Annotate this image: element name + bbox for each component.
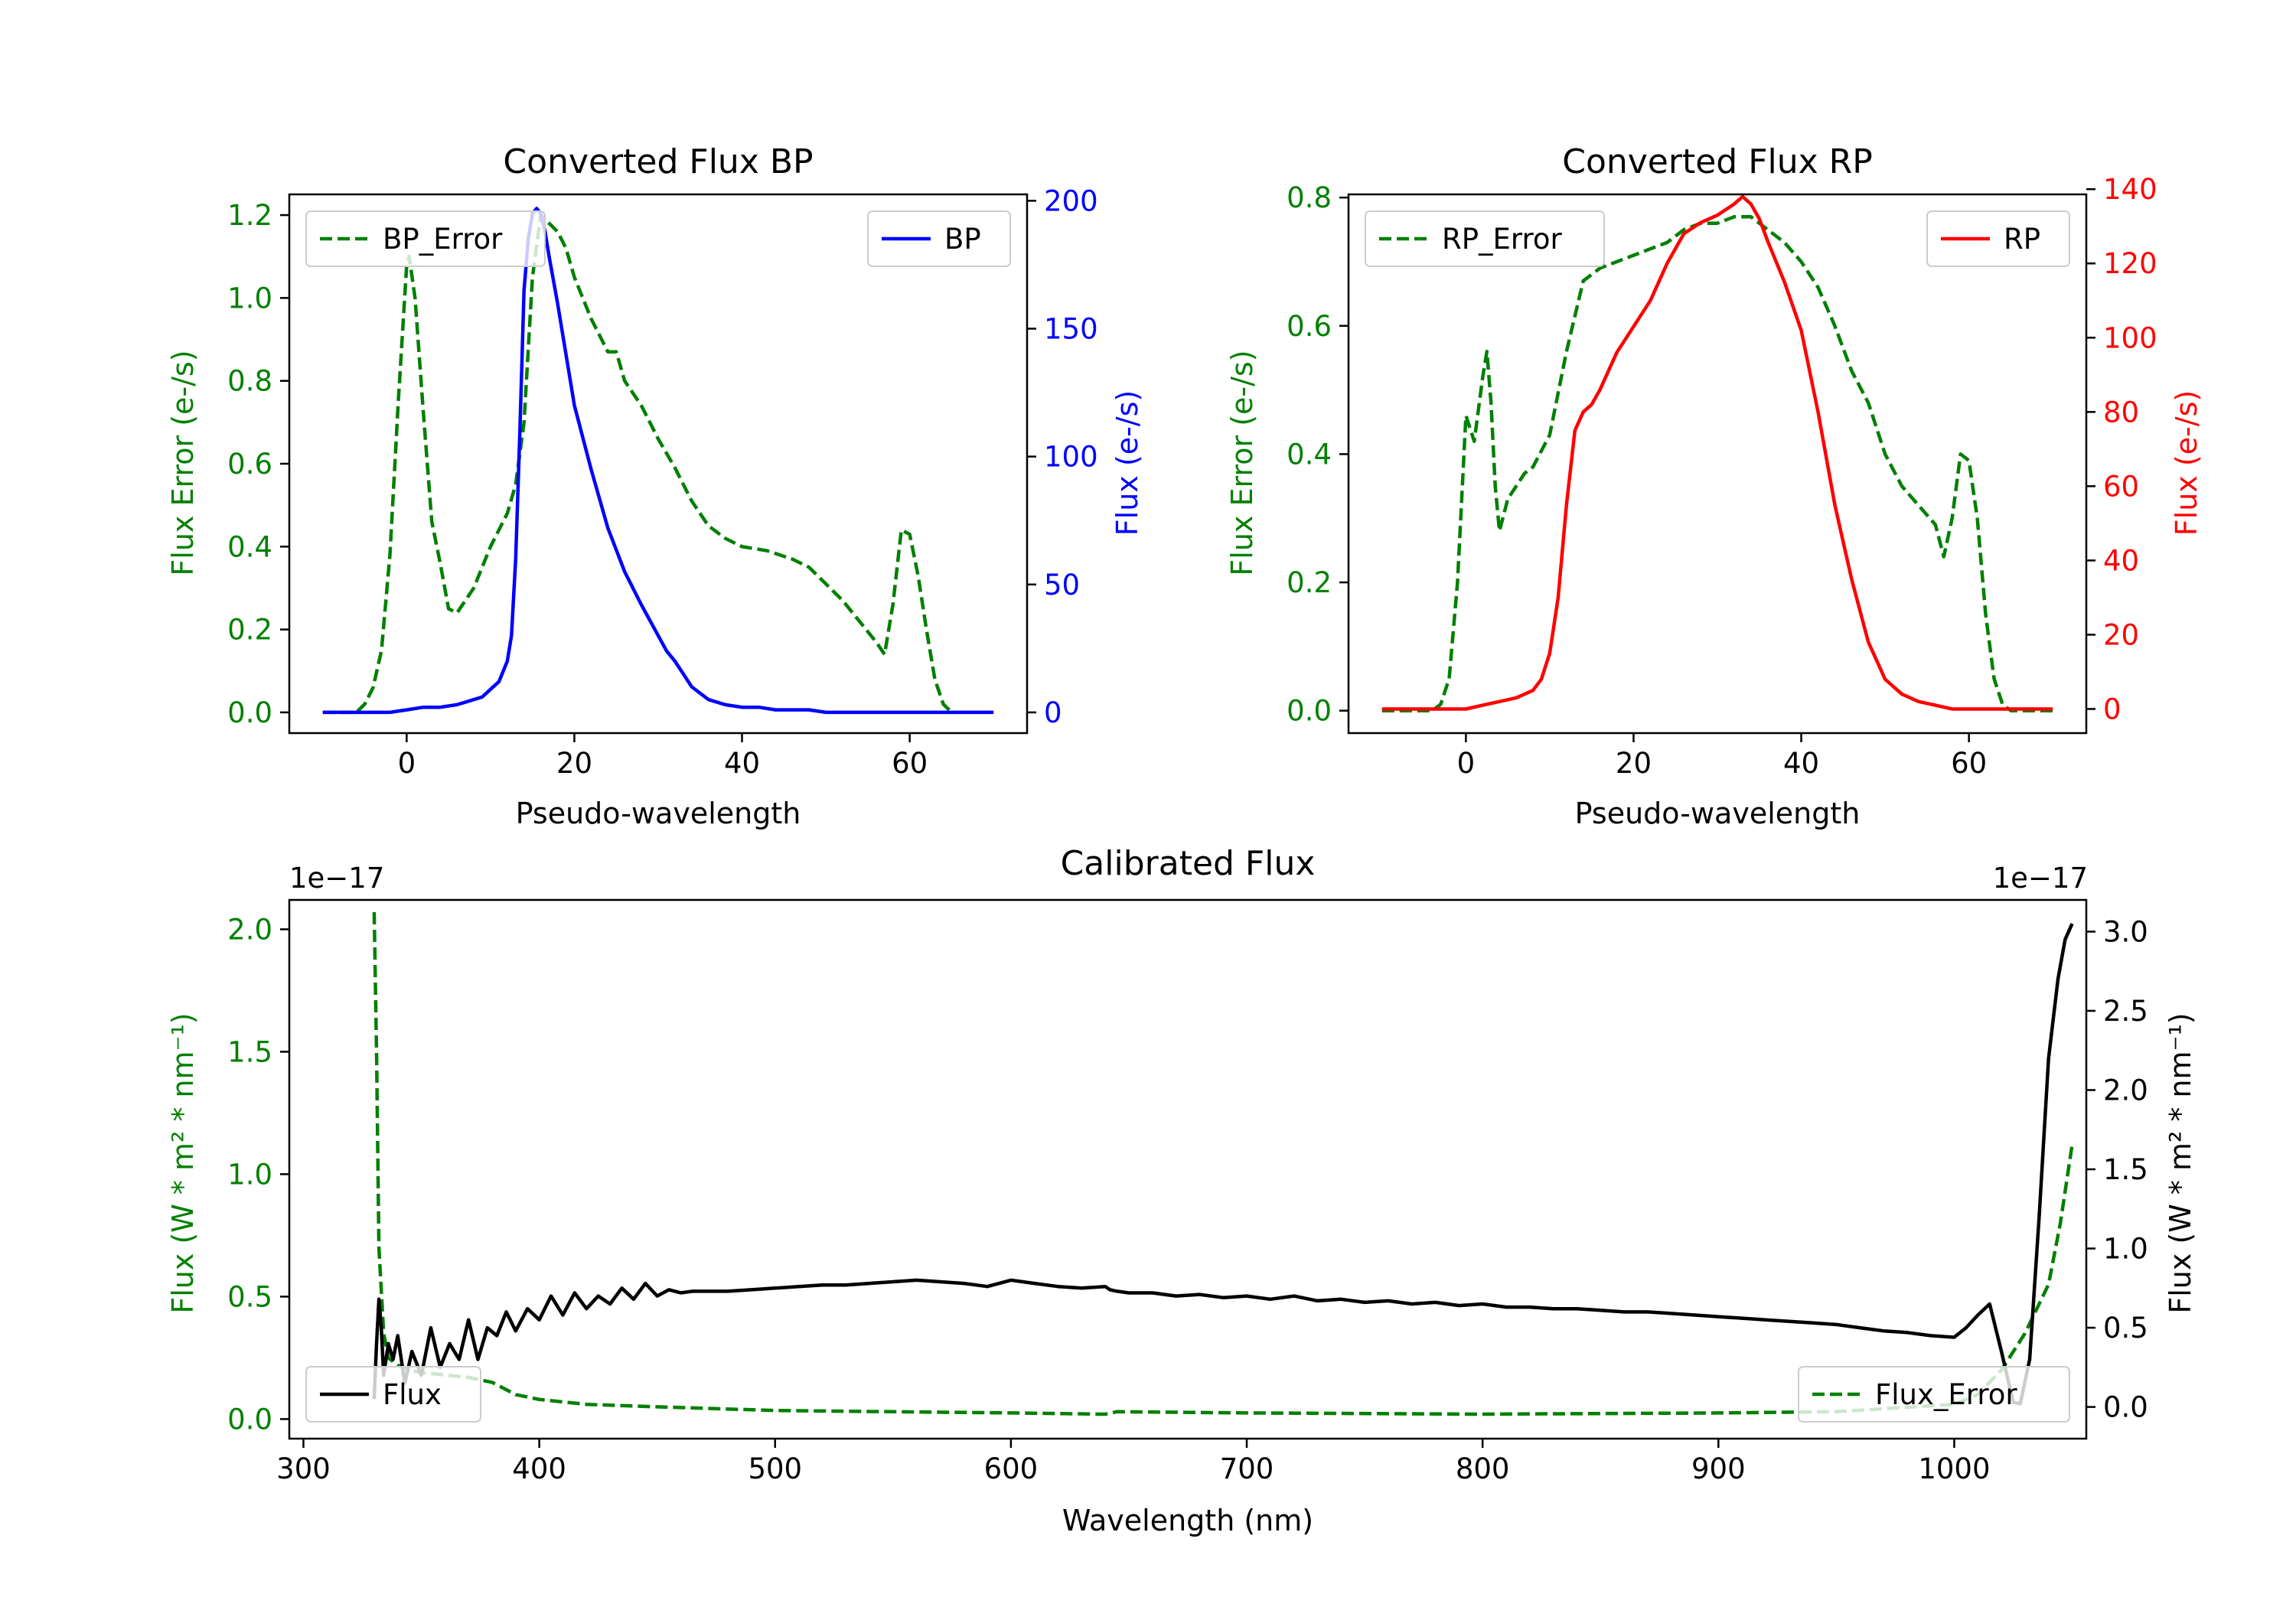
calibrated-xtick-label: 300 (276, 1452, 331, 1485)
calibrated-xtick-label: 500 (748, 1452, 802, 1485)
rp-series-rp (1382, 197, 2053, 709)
panel-bp: Converted Flux BP 0 20 40 60 0.0 0.2 0.4 0.6 0.8… (166, 142, 1144, 830)
rp-ytick-right-label: 20 (2103, 618, 2139, 651)
rp-ylabel-left: Flux Error (e-/s) (1225, 350, 1259, 575)
calibrated-xtick-label: 1000 (1918, 1452, 1990, 1485)
calibrated-ytick-left-label: 0.0 (227, 1403, 272, 1436)
rp-legend-rp-error: RP_Error (1365, 211, 1604, 266)
calibrated-xtick-label: 900 (1691, 1452, 1746, 1485)
bp-ytick-left-label: 0.2 (227, 614, 272, 647)
rp-ytick-left-label: 0.4 (1287, 438, 1332, 471)
bp-ytick-right-label: 0 (1044, 696, 1062, 729)
panel-calibrated: Calibrated Flux 300 400 500 600 700 800 900 100… (166, 844, 2197, 1537)
calibrated-ylabel-right: Flux (W * m² * nm⁻¹) (2164, 1012, 2197, 1313)
rp-ytick-left-label: 0.8 (1287, 181, 1332, 214)
bp-legend-bp-error: BP_Error (306, 211, 545, 266)
calibrated-ytick-right-label: 2.5 (2103, 995, 2148, 1028)
bp-plot-area: 0 20 40 60 0.0 0.2 0.4 0.6 0.8 1.0 1.2 0 50 100 150 200… (227, 184, 1097, 780)
bp-ytick-left-label: 1.2 (227, 199, 272, 232)
calibrated-series-flux-error (374, 912, 2073, 1414)
calibrated-legend-flux: Flux (306, 1367, 481, 1422)
bp-ylabel-right: Flux (e-/s) (1110, 390, 1144, 536)
rp-xtick-label: 60 (1951, 747, 1987, 780)
bp-series-bp-error (323, 215, 952, 712)
rp-xtick-label: 40 (1783, 747, 1819, 780)
calibrated-xtick-label: 800 (1456, 1452, 1510, 1485)
rp-axes-frame (1349, 194, 2086, 733)
calibrated-axes-frame (289, 900, 2086, 1439)
calibrated-ytick-left-label: 1.0 (227, 1158, 272, 1191)
bp-legend-bp: BP (868, 211, 1010, 266)
rp-ytick-right-label: 120 (2103, 247, 2157, 280)
calibrated-xlabel: Wavelength (nm) (1062, 1504, 1313, 1537)
calibrated-ytick-right-label: 1.0 (2103, 1233, 2148, 1266)
bp-title: Converted Flux BP (503, 142, 813, 181)
bp-xtick-label: 60 (892, 747, 928, 780)
calibrated-ytick-right-label: 1.5 (2103, 1153, 2148, 1186)
bp-axes-frame (289, 194, 1027, 733)
legend-label: RP_Error (1442, 223, 1562, 256)
rp-ytick-right-label: 140 (2103, 173, 2157, 206)
calibrated-offset-left: 1e−17 (289, 862, 384, 895)
calibrated-xtick-label: 400 (512, 1452, 566, 1485)
rp-ytick-right-label: 40 (2103, 544, 2139, 577)
calibrated-ytick-left-label: 2.0 (227, 913, 272, 946)
bp-ytick-left-label: 0.6 (227, 448, 272, 481)
bp-xtick-label: 40 (724, 747, 760, 780)
rp-plot-area: 0 20 40 60 0.0 0.2 0.4 0.6 0.8 0 20 40 60 80 100 120 140… (1287, 173, 2157, 780)
bp-series-bp (323, 208, 993, 712)
calibrated-ytick-left-label: 1.5 (227, 1035, 272, 1068)
bp-ytick-right-label: 150 (1044, 312, 1098, 345)
legend-label: BP (944, 223, 981, 256)
bp-ylabel-left: Flux Error (e-/s) (166, 350, 200, 575)
legend-label: RP (2004, 223, 2040, 256)
calibrated-ytick-right-label: 2.0 (2103, 1074, 2148, 1107)
figure-canvas: Converted Flux BP 0 20 40 60 0.0 0.2 0.4 0.6 0.8… (0, 0, 2296, 1607)
rp-ytick-right-label: 0 (2103, 693, 2122, 725)
rp-ytick-right-label: 100 (2103, 321, 2157, 354)
calibrated-ytick-right-label: 3.0 (2103, 915, 2148, 948)
calibrated-ylabel-left: Flux (W * m² * nm⁻¹) (166, 1012, 200, 1313)
bp-ytick-right-label: 200 (1044, 184, 1098, 217)
rp-series-rp-error (1382, 217, 2053, 710)
legend-label: BP_Error (383, 223, 503, 256)
bp-ytick-left-label: 0.8 (227, 365, 272, 398)
calibrated-xtick-label: 700 (1220, 1452, 1274, 1485)
rp-title: Converted Flux RP (1562, 142, 1873, 181)
rp-ytick-right-label: 60 (2103, 470, 2139, 503)
calibrated-offset-right: 1e−17 (1993, 862, 2088, 895)
calibrated-ytick-right-label: 0.5 (2103, 1312, 2148, 1345)
calibrated-ytick-right-label: 0.0 (2103, 1391, 2148, 1424)
rp-ytick-left-label: 0.0 (1287, 695, 1332, 728)
calibrated-plot-area: 300 400 500 600 700 800 900 1000 0.0 0.5 1.0 1.5 2.0… (227, 900, 2148, 1485)
bp-xlabel: Pseudo-wavelength (516, 797, 801, 830)
rp-ylabel-right: Flux (e-/s) (2170, 390, 2203, 536)
bp-ytick-right-label: 50 (1044, 569, 1080, 601)
rp-ytick-left-label: 0.2 (1287, 566, 1332, 599)
rp-xtick-label: 20 (1616, 747, 1652, 780)
rp-xtick-label: 0 (1457, 747, 1476, 780)
bp-ytick-left-label: 0.4 (227, 530, 272, 563)
rp-legend-rp: RP (1927, 211, 2069, 266)
bp-ytick-right-label: 100 (1044, 441, 1098, 474)
bp-ytick-left-label: 0.0 (227, 696, 272, 729)
panel-rp: Converted Flux RP 0 20 40 60 0.0 0.2 0.4 0.6 0.8… (1225, 142, 2203, 830)
calibrated-title: Calibrated Flux (1061, 844, 1316, 883)
legend-label: Flux_Error (1875, 1378, 2017, 1411)
calibrated-xtick-label: 600 (984, 1452, 1039, 1485)
rp-ytick-right-label: 80 (2103, 396, 2139, 429)
rp-ytick-left-label: 0.6 (1287, 310, 1332, 343)
calibrated-ytick-left-label: 0.5 (227, 1280, 272, 1313)
bp-xtick-label: 20 (556, 747, 592, 780)
calibrated-legend-flux-error: Flux_Error (1799, 1367, 2069, 1422)
legend-label: Flux (383, 1378, 442, 1411)
bp-xtick-label: 0 (398, 747, 416, 780)
bp-ytick-left-label: 1.0 (227, 282, 272, 315)
rp-xlabel: Pseudo-wavelength (1575, 797, 1861, 830)
calibrated-series-flux (374, 924, 2073, 1403)
